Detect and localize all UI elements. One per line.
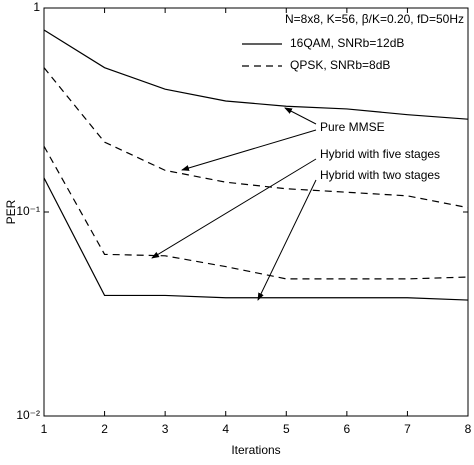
annotation: Hybrid with two stages — [320, 168, 440, 182]
series-line — [43, 67, 469, 209]
y-tick-label: 10⁻² — [16, 408, 40, 422]
legend-title: N=8x8, K=56, β/K=0.20, fD=50Hz — [285, 12, 464, 26]
x-tick-label: 7 — [404, 422, 411, 436]
y-tick-label: 10⁻¹ — [16, 204, 40, 218]
x-tick-label: 4 — [222, 422, 229, 436]
x-tick-label: 2 — [101, 422, 108, 436]
annotation: Pure MMSE — [320, 120, 385, 134]
series-line — [43, 177, 469, 301]
x-tick-label: 5 — [283, 422, 290, 436]
x-tick-label: 8 — [465, 422, 472, 436]
legend-label: 16QAM, SNRb=12dB — [290, 36, 404, 50]
x-tick-label: 1 — [41, 422, 48, 436]
arrows — [151, 107, 317, 301]
series-line — [43, 145, 469, 280]
x-tick-label: 6 — [344, 422, 351, 436]
x-axis-label: Iterations — [231, 443, 280, 457]
x-tick-label: 3 — [162, 422, 169, 436]
y-tick-label: 1 — [33, 0, 40, 14]
legend-label: QPSK, SNRb=8dB — [290, 58, 390, 72]
annotation: Hybrid with five stages — [320, 147, 440, 161]
y-axis-label: PER — [4, 199, 18, 224]
series-line — [43, 29, 469, 120]
